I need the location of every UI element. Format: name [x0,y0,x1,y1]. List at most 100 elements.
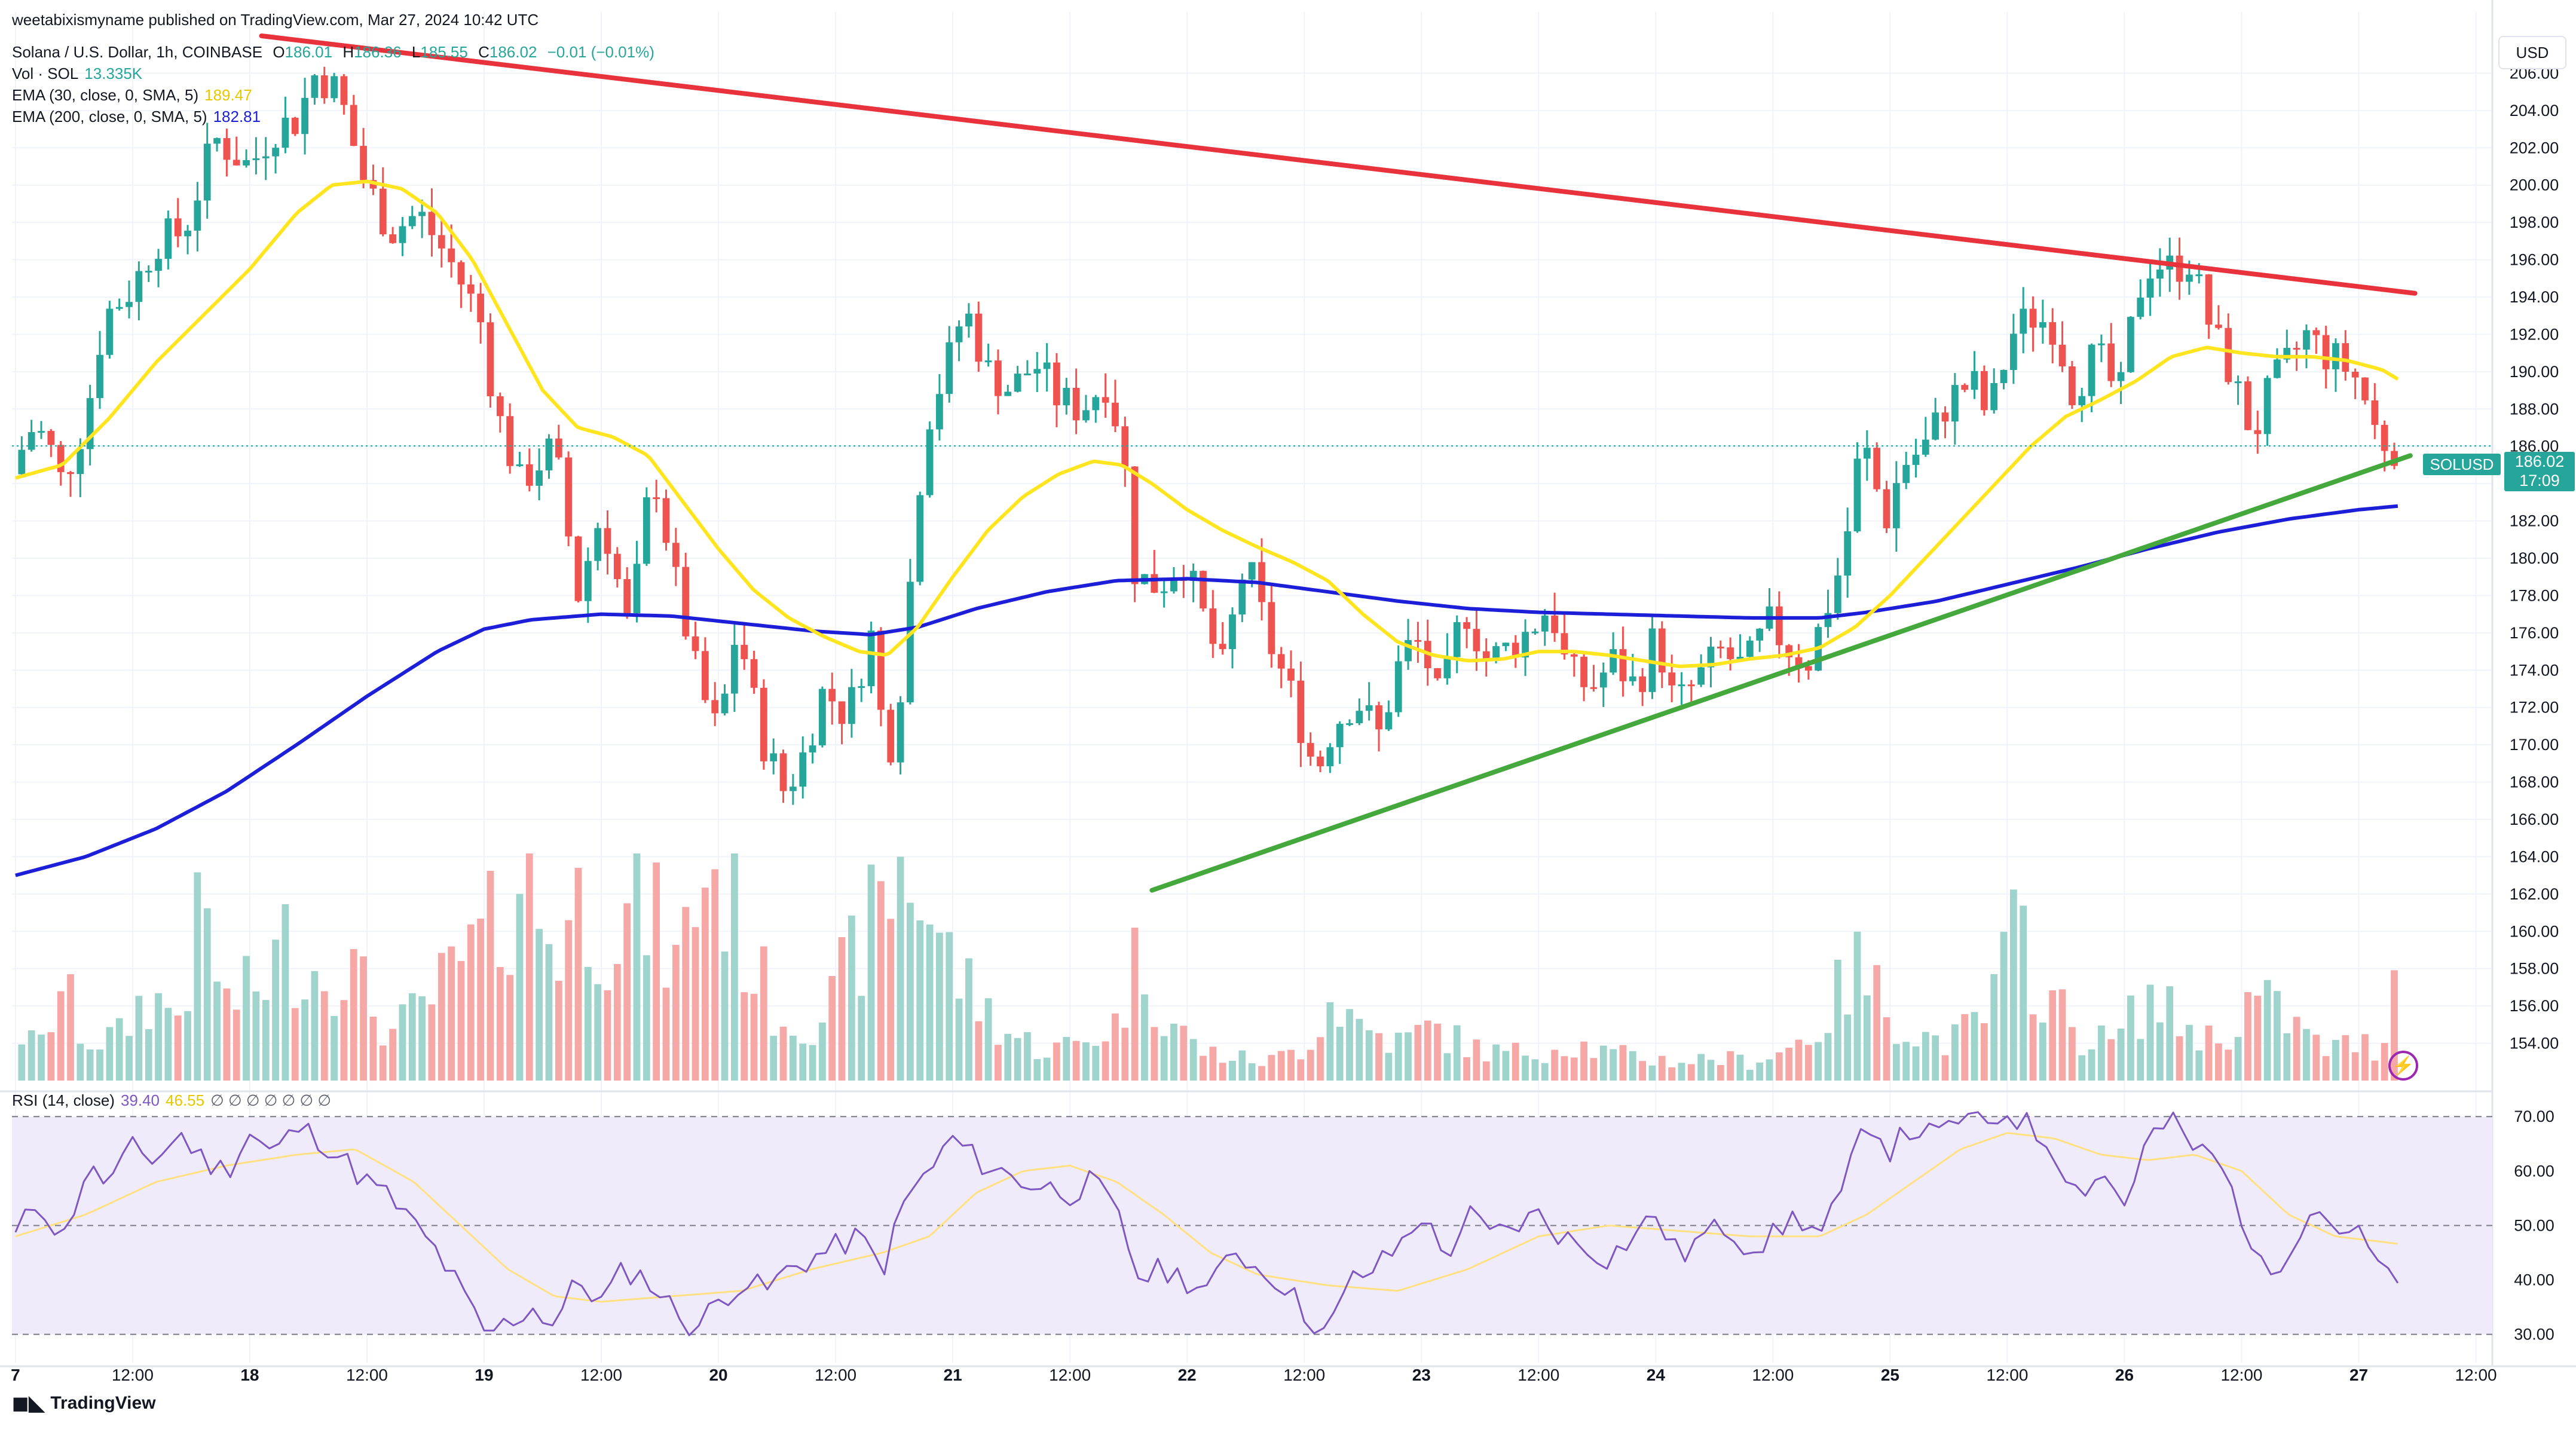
volume-bar [2342,1035,2349,1081]
rsi-tick-label: 70.00 [2514,1107,2554,1125]
candle-body [1297,680,1305,743]
volume-bar [633,853,641,1081]
volume-bar [1394,1032,1402,1081]
time-tick-label: 21 [944,1366,962,1384]
candle-body [1043,362,1051,369]
candle-body [2137,298,2144,317]
volume-bar [1492,1044,1500,1081]
price-tick-label: 162.00 [2510,885,2559,903]
candle-body [2029,308,2037,328]
candle-body [1951,385,1959,422]
candle-body [1189,571,1197,581]
candle-body [1502,642,1510,647]
volume-bar [115,1018,123,1081]
candle-body [2342,343,2349,372]
candle-body [1512,642,1519,658]
candle-body [1629,676,1636,681]
volume-bar [457,960,465,1081]
candle-body [77,449,84,475]
time-tick-label: 23 [1412,1366,1431,1384]
candle-body [1580,656,1587,687]
volume-bar [203,908,211,1081]
price-tick-label: 170.00 [2510,736,2559,754]
volume-bar [2381,1043,2388,1081]
volume-bar [1375,1033,1382,1081]
candle-body [1619,649,1627,681]
volume-bar [1414,1024,1422,1081]
candle-body [1795,657,1803,666]
lightning-icon[interactable]: ⚡ [2388,1051,2418,1081]
volume-bar [282,904,289,1081]
volume-bar [1512,1042,1519,1081]
price-tick-label: 176.00 [2510,624,2559,642]
candle-body [223,138,231,160]
candle-body [291,117,299,134]
candle-body [897,702,904,763]
volume-bar [2283,1033,2291,1081]
time-tick-label: 12:00 [580,1366,622,1384]
candle-body [126,302,133,307]
candle-body [428,212,436,235]
rsi-tick-label: 50.00 [2514,1216,2554,1234]
volume-bar [2254,995,2262,1081]
volume-bar [565,920,573,1081]
candle-body [448,248,455,262]
candle-body [213,138,221,144]
candle-body [730,644,738,694]
candle-body [106,308,114,355]
candle-body [672,543,680,567]
volume-bar [1141,994,1148,1081]
candle-body [350,105,357,146]
candle-body [1746,640,1754,657]
volume-bar [213,981,221,1081]
candle-body [1756,628,1764,641]
candle-body [1209,608,1217,644]
volume-bar [741,992,748,1081]
volume-bar [1687,1064,1695,1081]
volume-bar [867,864,875,1081]
candle-body [819,689,826,746]
candle-body [2146,279,2154,298]
candle-body [2078,396,2086,405]
tradingview-brand[interactable]: ◼◣ TradingView [12,1391,156,1415]
volume-bar [1053,1042,1060,1081]
volume-bar [1756,1062,1764,1081]
candle-body [1082,410,1090,421]
candle-body [1004,391,1012,396]
price-tick-label: 194.00 [2510,288,2559,306]
volume-bar [623,903,631,1081]
candle-body [1551,615,1558,634]
candle-body [174,218,182,237]
ema30-line [15,179,2399,668]
candle-body [311,75,319,98]
volume-bar [995,1045,1002,1081]
volume-bar [936,932,943,1081]
candle-body [1229,614,1236,650]
volume-bar [2244,992,2251,1081]
candle-body [1844,531,1852,576]
candle-body [408,216,416,227]
volume-bar [1961,1014,1969,1081]
volume-bar [711,869,719,1081]
volume-bar [67,974,74,1081]
candle-body [1365,705,1373,711]
candle-body [926,429,934,495]
volume-bar [555,981,562,1081]
volume-bar [887,919,895,1081]
volume-bar [838,937,846,1081]
candle-body [1326,747,1334,767]
volume-bar [916,920,924,1081]
volume-bar [1453,1025,1461,1081]
currency-button[interactable]: USD [2498,36,2566,69]
candle-body [164,218,172,259]
volume-bar [1356,1018,1363,1081]
candle-body [1961,385,1969,390]
candle-body [2069,366,2076,405]
volume-bar [516,894,524,1081]
candle-body [2176,255,2183,282]
volume-bar [331,1015,338,1081]
volume-bar [1561,1056,1568,1081]
volume-bar [477,919,485,1081]
volume-bar [1121,1027,1129,1081]
